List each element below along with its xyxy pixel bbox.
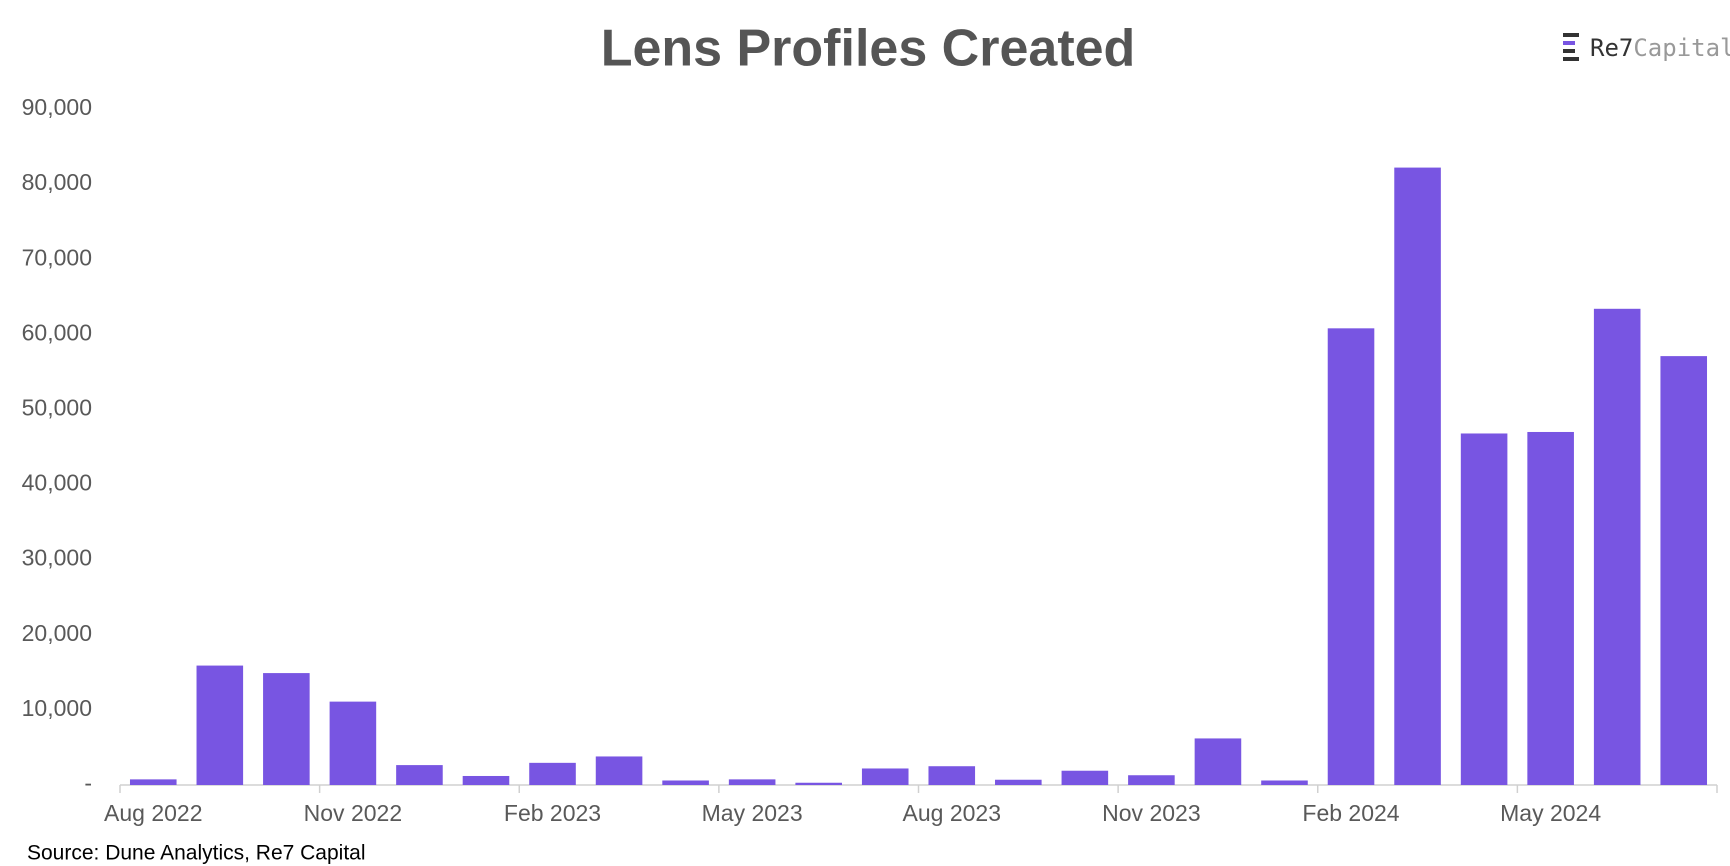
bar bbox=[196, 665, 244, 785]
x-tick-label: Nov 2023 bbox=[1102, 800, 1200, 826]
brand-sub: Capital bbox=[1633, 34, 1730, 62]
y-tick-label: 50,000 bbox=[22, 395, 92, 421]
source-note: Source: Dune Analytics, Re7 Capital bbox=[27, 842, 366, 865]
logo-icon bbox=[1563, 41, 1575, 45]
x-tick-label: Nov 2022 bbox=[304, 800, 402, 826]
y-tick-label: 40,000 bbox=[22, 470, 92, 496]
bar bbox=[995, 779, 1042, 785]
bar bbox=[595, 756, 643, 785]
brand: Re7Capital bbox=[1590, 34, 1730, 62]
bar bbox=[329, 701, 377, 785]
bar bbox=[1327, 328, 1375, 785]
brand-logo: Re7Capital bbox=[1563, 33, 1730, 62]
bar bbox=[861, 768, 909, 785]
bar bbox=[129, 779, 177, 785]
bar bbox=[529, 762, 576, 785]
bar bbox=[1061, 770, 1109, 785]
bar bbox=[795, 782, 842, 785]
logo-icon bbox=[1563, 33, 1579, 37]
bar bbox=[1394, 167, 1441, 785]
bar bbox=[928, 766, 976, 785]
bar bbox=[1194, 738, 1242, 785]
y-tick-label: 70,000 bbox=[22, 244, 92, 270]
chart-title: Lens Profiles Created bbox=[601, 20, 1136, 78]
bar bbox=[396, 765, 443, 785]
y-tick-label: - bbox=[84, 770, 92, 796]
x-tick-label: Aug 2022 bbox=[104, 800, 202, 826]
bar bbox=[462, 775, 510, 785]
bar bbox=[1128, 775, 1175, 785]
y-tick-label: 90,000 bbox=[22, 94, 92, 120]
x-tick-label: Aug 2023 bbox=[903, 800, 1001, 826]
bar bbox=[662, 780, 709, 785]
y-tick-label: 20,000 bbox=[22, 620, 92, 646]
logo-icon bbox=[1563, 49, 1575, 53]
bar bbox=[1527, 431, 1574, 785]
x-tick-label: May 2024 bbox=[1500, 800, 1601, 826]
x-tick-label: May 2023 bbox=[702, 800, 803, 826]
y-tick-label: 30,000 bbox=[22, 545, 92, 571]
y-tick-label: 60,000 bbox=[22, 319, 92, 345]
brand-main: Re7 bbox=[1590, 34, 1633, 62]
bar bbox=[1593, 308, 1641, 785]
bar bbox=[1261, 780, 1308, 785]
y-tick-label: 10,000 bbox=[22, 695, 92, 721]
y-tick-label: 80,000 bbox=[22, 169, 92, 195]
bar bbox=[1660, 356, 1708, 785]
x-tick-label: Feb 2023 bbox=[504, 800, 601, 826]
x-tick-label: Feb 2024 bbox=[1302, 800, 1399, 826]
bar bbox=[1460, 433, 1508, 785]
bar bbox=[728, 779, 776, 785]
logo-icon bbox=[1563, 57, 1579, 61]
bar bbox=[263, 673, 310, 785]
